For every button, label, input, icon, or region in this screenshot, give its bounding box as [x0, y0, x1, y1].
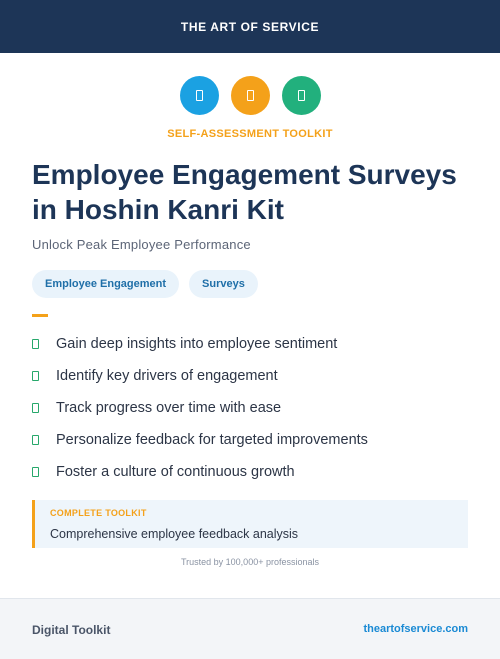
tag-list: Employee Engagement Surveys: [32, 270, 258, 298]
check-icon: [32, 467, 39, 477]
accent-divider: [32, 314, 48, 317]
subtitle: Unlock Peak Employee Performance: [32, 237, 251, 252]
list-item-text: Personalize feedback for targeted improv…: [56, 432, 368, 448]
toolkit-callout: COMPLETE TOOLKIT Comprehensive employee …: [32, 500, 468, 548]
footer-label: Digital Toolkit: [32, 623, 111, 637]
callout-text: Comprehensive employee feedback analysis: [50, 527, 299, 541]
document-icon: [195, 90, 203, 101]
tag-surveys: Surveys: [189, 270, 258, 298]
page-title: Employee Engagement Surveys in Hoshin Ka…: [32, 159, 457, 225]
check-icon: [32, 371, 39, 381]
list-item: Personalize feedback for targeted improv…: [32, 424, 368, 456]
list-item-text: Foster a culture of continuous growth: [56, 464, 295, 480]
list-item: Identify key drivers of engagement: [32, 360, 368, 392]
list-item: Track progress over time with ease: [32, 392, 368, 424]
trust-note: Trusted by 100,000+ professionals: [180, 557, 319, 567]
list-item-text: Gain deep insights into employee sentime…: [56, 336, 338, 352]
callout-label: COMPLETE TOOLKIT: [50, 508, 147, 518]
feature-list: Gain deep insights into employee sentime…: [32, 328, 368, 488]
document-icon: [246, 90, 254, 101]
list-item-text: Track progress over time with ease: [56, 400, 282, 416]
toolkit-icon-green: [281, 76, 321, 115]
tag-employee-engagement: Employee Engagement: [32, 270, 180, 298]
brand-title: THE ART OF SERVICE: [180, 19, 320, 34]
document-icon: [297, 90, 305, 101]
check-icon: [32, 403, 39, 413]
list-item: Foster a culture of continuous growth: [32, 456, 368, 488]
toolkit-icon-blue: [179, 76, 219, 115]
check-icon: [32, 435, 39, 445]
icon-row: [0, 76, 500, 115]
list-item: Gain deep insights into employee sentime…: [32, 328, 368, 360]
check-icon: [32, 339, 39, 349]
website-link[interactable]: theartofservice.com: [363, 623, 468, 635]
top-banner: THE ART OF SERVICE: [0, 0, 500, 53]
list-item-text: Identify key drivers of engagement: [56, 368, 278, 384]
toolkit-icon-orange: [230, 76, 270, 115]
footer: Digital Toolkit theartofservice.com: [0, 598, 500, 659]
kicker-label: SELF-ASSESSMENT TOOLKIT: [167, 128, 333, 140]
